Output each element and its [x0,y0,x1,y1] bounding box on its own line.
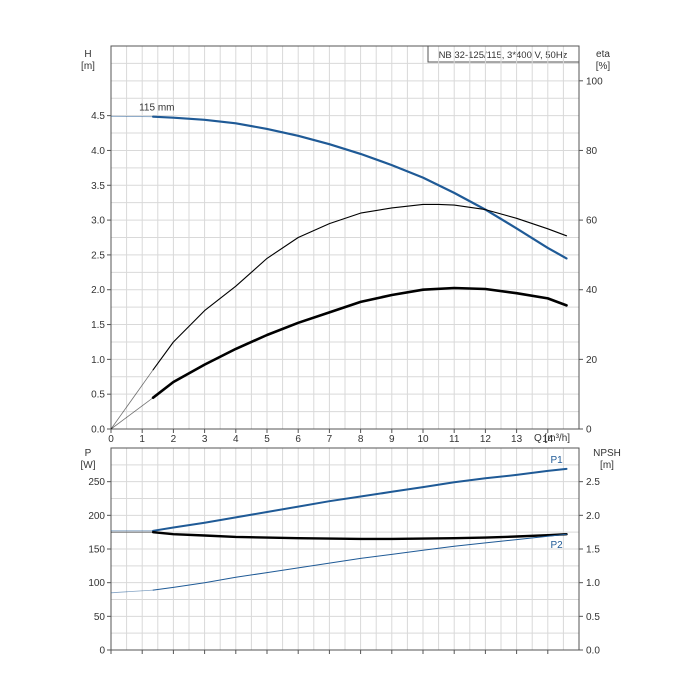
x-axis-title: Q [m³/h] [534,433,570,444]
upper-left-tick-label: 2.5 [91,250,105,261]
upper-x-tick-label: 2 [171,434,177,445]
upper-right-axis-title-line1: eta [596,49,610,60]
series-label-impeller: 115 mm [139,103,174,114]
lower-right-tick-label: 2.0 [586,511,600,522]
upper-right-tick-label: 80 [586,146,598,157]
upper-x-tick-label: 8 [358,434,364,445]
lower-right-axis-title-line2: [m] [600,460,614,471]
upper-right-tick-label: 20 [586,355,598,366]
upper-right-tick-label: 0 [586,425,592,436]
upper-left-axis-title-line2: [m] [81,61,95,72]
upper-left-tick-label: 0.5 [91,390,105,401]
upper-x-tick-label: 10 [417,434,429,445]
upper-x-tick-label: 11 [449,434,460,445]
upper-series-1-line [152,203,568,371]
lower-right-tick-label: 0.0 [586,646,600,657]
upper-right-axis-title-line2: [%] [596,61,611,72]
upper-x-tick-label: 1 [139,434,145,445]
lower-series-2-extrapolated-line [110,589,154,594]
lower-right-tick-label: 1.0 [586,578,600,589]
lower-series-0-line [152,467,568,532]
lower-left-axis-title-line2: [W] [81,460,96,471]
lower-right-tick-label: 2.5 [586,477,600,488]
upper-x-tick-label: 6 [295,434,301,445]
upper-x-tick-label: 12 [480,434,492,445]
upper-x-tick-label: 0 [108,434,114,445]
series-label-p1: P1 [551,455,564,466]
lower-left-tick-label: 250 [88,477,105,488]
upper-x-tick-label: 5 [264,434,270,445]
upper-left-tick-label: 4.5 [91,111,105,122]
upper-x-tick-label: 14 [542,434,554,445]
upper-left-tick-label: 3.0 [91,216,105,227]
upper-left-tick-label: 0.0 [91,425,105,436]
lower-left-axis-title-line1: P [85,448,92,459]
lower-right-axis-title-line1: NPSH [593,448,621,459]
lower-left-tick-label: 0 [99,646,105,657]
upper-left-tick-label: 4.0 [91,146,105,157]
model-title: NB 32-125/115, 3*400 V, 50Hz [439,50,568,61]
upper-left-tick-label: 3.5 [91,181,105,192]
lower-series-1-line [151,531,568,541]
upper-series-2-line [151,286,568,399]
upper-left-axis-title-line1: H [84,49,91,60]
upper-left-tick-label: 1.0 [91,355,105,366]
upper-left-tick-label: 2.0 [91,285,105,296]
upper-x-tick-label: 4 [233,434,239,445]
upper-x-tick-label: 13 [511,434,523,445]
upper-right-tick-label: 40 [586,285,598,296]
lower-series-2-line [152,533,567,591]
upper-x-tick-label: 3 [202,434,208,445]
lower-right-tick-label: 1.5 [586,545,600,556]
lower-left-tick-label: 150 [88,545,105,556]
upper-right-tick-label: 100 [586,76,603,87]
upper-series-1-extrapolated-line [110,369,154,430]
lower-left-tick-label: 100 [88,578,105,589]
upper-x-tick-label: 7 [327,434,333,445]
lower-left-tick-label: 200 [88,511,105,522]
series-label-p2: P2 [551,540,564,551]
lower-right-tick-label: 0.5 [586,612,600,623]
lower-left-tick-label: 50 [94,612,106,623]
upper-plot-frame [110,45,580,430]
upper-series-0-line [152,115,568,260]
upper-series-2-extrapolated-line [110,397,154,430]
upper-left-tick-label: 1.5 [91,320,105,331]
upper-right-tick-label: 60 [586,216,598,227]
upper-x-tick-label: 9 [389,434,395,445]
